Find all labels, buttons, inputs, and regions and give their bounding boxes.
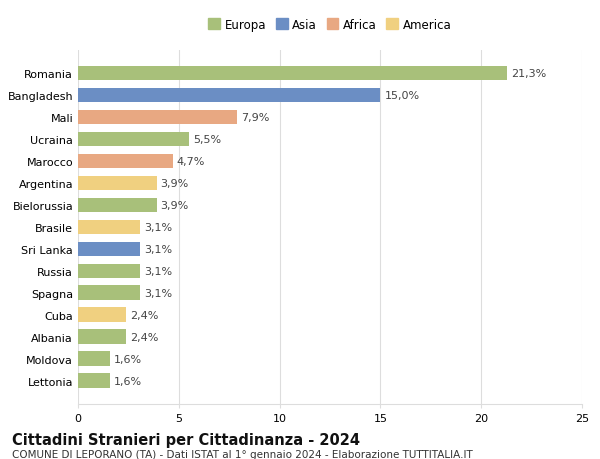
Bar <box>78 67 508 81</box>
Text: 3,1%: 3,1% <box>145 244 173 254</box>
Bar <box>78 330 127 344</box>
Text: 1,6%: 1,6% <box>114 354 142 364</box>
Bar <box>78 352 110 366</box>
Text: 3,1%: 3,1% <box>145 222 173 232</box>
Text: 3,1%: 3,1% <box>145 288 173 298</box>
Bar <box>78 286 140 300</box>
Bar <box>78 264 140 278</box>
Bar <box>78 154 173 168</box>
Text: 3,1%: 3,1% <box>145 266 173 276</box>
Bar <box>78 308 127 322</box>
Text: 1,6%: 1,6% <box>114 376 142 386</box>
Text: COMUNE DI LEPORANO (TA) - Dati ISTAT al 1° gennaio 2024 - Elaborazione TUTTITALI: COMUNE DI LEPORANO (TA) - Dati ISTAT al … <box>12 449 473 459</box>
Bar <box>78 374 110 388</box>
Text: 21,3%: 21,3% <box>511 69 547 78</box>
Text: 2,4%: 2,4% <box>130 310 159 320</box>
Bar <box>78 242 140 256</box>
Text: 3,9%: 3,9% <box>161 200 189 210</box>
Text: 15,0%: 15,0% <box>385 90 419 101</box>
Text: 7,9%: 7,9% <box>241 112 269 123</box>
Text: 3,9%: 3,9% <box>161 179 189 188</box>
Bar <box>78 132 189 146</box>
Bar <box>78 198 157 213</box>
Text: Cittadini Stranieri per Cittadinanza - 2024: Cittadini Stranieri per Cittadinanza - 2… <box>12 432 360 448</box>
Text: 4,7%: 4,7% <box>177 157 205 167</box>
Bar <box>78 89 380 103</box>
Legend: Europa, Asia, Africa, America: Europa, Asia, Africa, America <box>203 14 457 36</box>
Bar <box>78 176 157 190</box>
Bar <box>78 111 237 125</box>
Bar <box>78 220 140 235</box>
Text: 5,5%: 5,5% <box>193 134 221 145</box>
Text: 2,4%: 2,4% <box>130 332 159 342</box>
